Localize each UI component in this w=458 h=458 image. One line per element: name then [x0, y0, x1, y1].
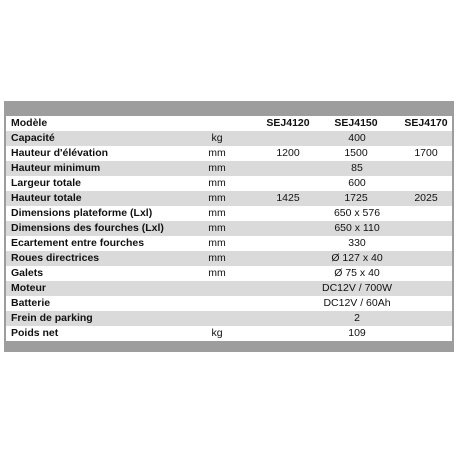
header-row: Modèle SEJ4120 SEJ4150 SEJ4170 [6, 116, 452, 131]
row-label: Hauteur d'élévation [11, 147, 109, 159]
row-value: 330 [348, 237, 366, 249]
row-value: DC12V / 60Ah [323, 297, 391, 309]
row-unit: mm [208, 207, 226, 219]
row-value: 109 [348, 327, 366, 339]
row-value: 600 [348, 177, 366, 189]
row-label: Roues directrices [11, 252, 100, 264]
row-value: 2 [354, 312, 360, 324]
row-label: Poids net [11, 327, 59, 339]
table-row: Batterie DC12V / 60Ah [6, 296, 452, 311]
row-unit: mm [208, 252, 226, 264]
row-unit: mm [208, 162, 226, 174]
row-value: 1425 [276, 192, 300, 204]
table-row: Hauteur totale mm 1425 1725 2025 [6, 191, 452, 206]
model-name: SEJ4120 [266, 117, 310, 129]
table-row: Roues directrices mm Ø 127 x 40 [6, 251, 452, 266]
row-unit: kg [211, 132, 223, 144]
row-value: Ø 127 x 40 [331, 252, 383, 264]
table-row: Dimensions des fourches (Lxl) mm 650 x 110 [6, 221, 452, 236]
row-value: Ø 75 x 40 [334, 267, 380, 279]
row-value: 2025 [414, 192, 438, 204]
header-label: Modèle [11, 117, 48, 129]
row-label: Galets [11, 267, 44, 279]
row-label: Frein de parking [11, 312, 93, 324]
row-label: Dimensions plateforme (Lxl) [11, 207, 153, 219]
table-row: Ecartement entre fourches mm 330 [6, 236, 452, 251]
row-value: 85 [351, 162, 363, 174]
table-row: Moteur DC12V / 700W [6, 281, 452, 296]
table-row: Hauteur minimum mm 85 [6, 161, 452, 176]
model-name: SEJ4150 [334, 117, 378, 129]
row-unit: mm [208, 222, 226, 234]
row-unit: kg [211, 327, 223, 339]
table-row: Poids net kg 109 [6, 326, 452, 341]
table-row: Largeur totale mm 600 [6, 176, 452, 191]
row-unit: mm [208, 267, 226, 279]
table-row: Hauteur d'élévation mm 1200 1500 1700 [6, 146, 452, 161]
row-unit: mm [208, 177, 226, 189]
row-value: 650 x 110 [334, 222, 380, 234]
row-value: DC12V / 700W [321, 282, 393, 294]
row-label: Capacité [11, 132, 55, 144]
row-value: 650 x 576 [333, 207, 381, 219]
row-value: 400 [348, 132, 366, 144]
model-name: SEJ4170 [404, 117, 448, 129]
row-unit: mm [208, 192, 226, 204]
spec-table: Modèle SEJ4120 SEJ4150 SEJ4170 Capacité kg 400… [4, 101, 454, 352]
table-row: Galets mm Ø 75 x 40 [6, 266, 452, 281]
row-value: 1725 [344, 192, 368, 204]
row-value: 1700 [414, 147, 438, 159]
row-label: Largeur totale [11, 177, 82, 189]
row-label: Moteur [11, 282, 46, 294]
row-unit: mm [208, 237, 226, 249]
row-label: Batterie [11, 297, 51, 309]
row-value: 1500 [344, 147, 368, 159]
row-value: 1200 [276, 147, 300, 159]
table-row: Frein de parking 2 [6, 311, 452, 326]
table-row: Capacité kg 400 [6, 131, 452, 146]
row-unit: mm [208, 147, 226, 159]
row-label: Ecartement entre fourches [11, 237, 145, 249]
row-label: Dimensions des fourches (Lxl) [11, 222, 164, 234]
row-label: Hauteur totale [11, 192, 82, 204]
table-row: Dimensions plateforme (Lxl) mm 650 x 576 [6, 206, 452, 221]
row-label: Hauteur minimum [11, 162, 101, 174]
